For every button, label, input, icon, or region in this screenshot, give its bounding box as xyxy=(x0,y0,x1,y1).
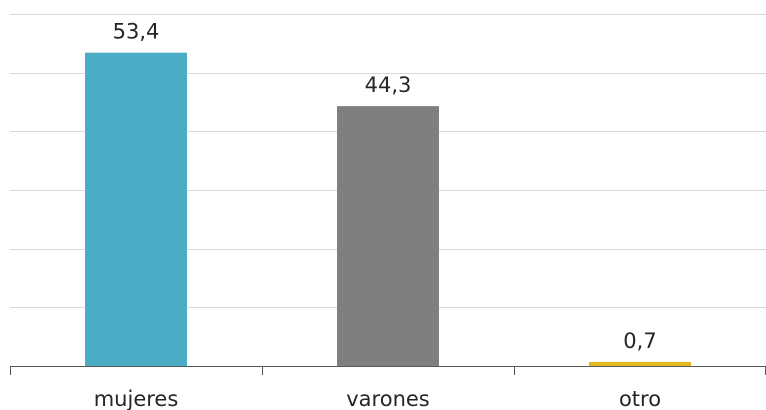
value-label-otro: 0,7 xyxy=(623,329,656,353)
value-label-varones: 44,3 xyxy=(365,73,412,97)
bars xyxy=(85,52,691,367)
bar-mujeres xyxy=(85,52,187,366)
bar-varones xyxy=(337,106,439,367)
x-axis xyxy=(10,366,766,375)
category-label-mujeres: mujeres xyxy=(94,387,179,410)
labels: 53,4 mujeres 44,3 varones 0,7 otro xyxy=(94,20,661,410)
value-label-mujeres: 53,4 xyxy=(113,20,160,44)
category-label-otro: otro xyxy=(619,387,661,410)
category-label-varones: varones xyxy=(346,387,430,410)
bar-otro xyxy=(589,361,691,366)
